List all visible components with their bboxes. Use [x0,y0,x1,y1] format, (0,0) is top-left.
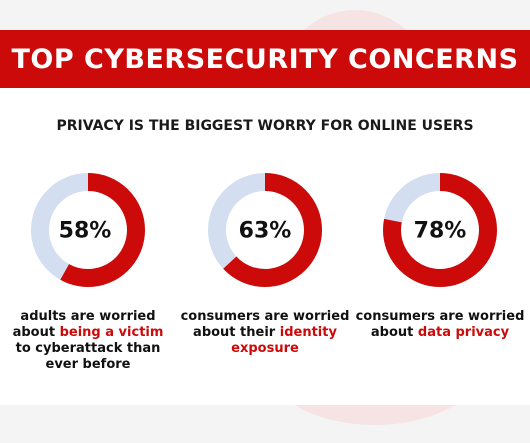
caption-text-0: adults are worried about [12,309,156,340]
background-top [0,0,530,30]
background-arc-top [280,10,430,30]
background-bottom [0,405,530,443]
caption-highlight-2: data privacy [417,325,510,340]
caption-1: consumers are worried about their identi… [180,309,350,357]
donut-chart-0: 58% [31,173,145,287]
caption-2: consumers are worried about data privacy [355,309,525,341]
donut-value-arc-0 [31,173,145,287]
background-arc-bottom [260,405,490,425]
percent-label-0: 58% [59,219,112,244]
caption-text-1: consumers are worried about their [180,309,350,340]
donut-chart-1: 63% [208,173,322,287]
caption-text-after-0: to cyberattack than ever before [15,341,161,372]
stat-0: 58% adults are worried about being a vic… [3,165,173,373]
title-banner: TOP CYBERSECURITY CONCERNS [0,30,530,88]
donut-chart-2: 78% [383,173,497,287]
percent-label-1: 63% [239,219,292,244]
caption-highlight-1: identity exposure [231,325,337,356]
stat-1: 63% consumers are worried about their id… [180,165,350,357]
page-subtitle: PRIVACY IS THE BIGGEST WORRY FOR ONLINE … [56,118,474,134]
donut-value-arc-1 [208,173,322,287]
stat-2: 78% consumers are worried about data pri… [355,165,525,341]
caption-text-2: consumers are worried about [355,309,525,340]
caption-highlight-0: being a victim [59,325,164,340]
caption-0: adults are worried about being a victim … [3,309,173,373]
donut-value-arc-2 [383,173,497,287]
percent-label-2: 78% [414,219,467,244]
page-title: TOP CYBERSECURITY CONCERNS [11,43,519,75]
